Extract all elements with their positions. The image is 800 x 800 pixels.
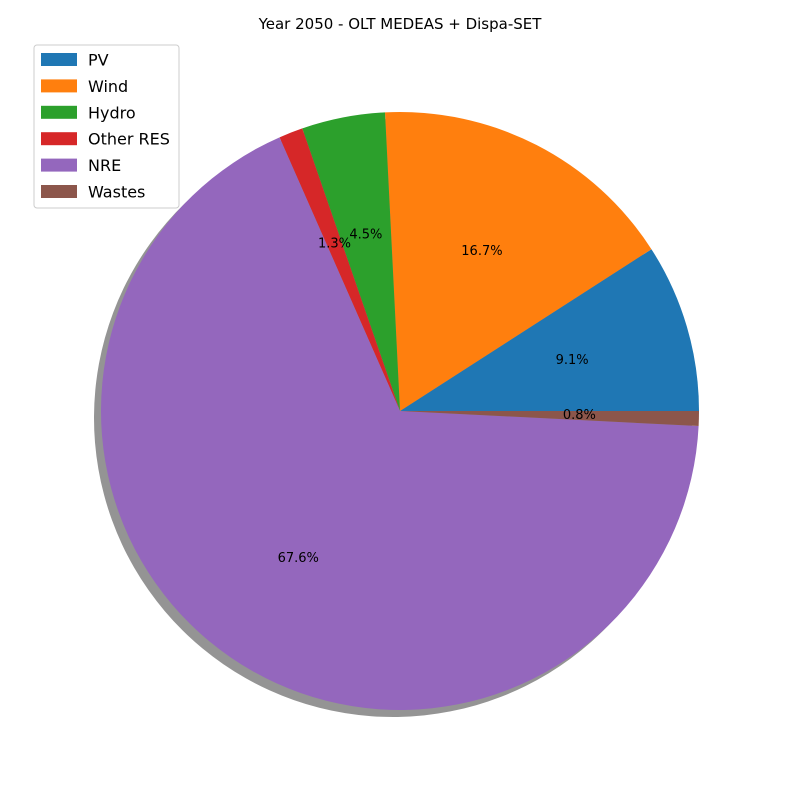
pie-slices bbox=[100, 112, 699, 710]
legend: PV Wind Hydro Other RES NRE Wastes bbox=[33, 44, 180, 209]
legend-swatch-pv bbox=[41, 53, 77, 66]
legend-swatch-nre bbox=[41, 158, 77, 172]
legend-label-wind: Wind bbox=[88, 77, 128, 96]
pie-slice-pv bbox=[400, 249, 699, 411]
pie-labels: 9.1% 16.7% 4.5%1.3% 67.6% 0.8% bbox=[278, 227, 596, 566]
legend-label-nre: NRE bbox=[88, 156, 121, 175]
pie-slice-nre bbox=[100, 137, 699, 710]
legend-swatch-wind bbox=[41, 79, 77, 93]
pie-slice-wind bbox=[384, 112, 652, 411]
legend-label-hydro: Hydro bbox=[88, 103, 136, 122]
pie-label-hydro: 4.5% bbox=[349, 227, 382, 242]
legend-swatch-wastes bbox=[41, 185, 77, 198]
legend-swatch-other-res bbox=[41, 132, 77, 146]
chart-title: Year 2050 - OLT MEDEAS + Dispa-SET bbox=[258, 15, 543, 33]
pie-slice-hydro bbox=[302, 112, 400, 411]
pie-label-nre: 67.6% bbox=[278, 551, 319, 566]
legend-label-other-res: Other RES bbox=[88, 130, 170, 149]
pie-label-pv: 9.1% bbox=[556, 353, 589, 368]
pie-label-other-res: 1.3% bbox=[318, 236, 351, 251]
pie-slice-other-res bbox=[279, 128, 400, 411]
legend-swatch-hydro bbox=[41, 105, 77, 119]
legend-label-wastes: Wastes bbox=[88, 183, 145, 202]
pie-label-wastes: 0.8% bbox=[563, 408, 596, 423]
legend-label-pv: PV bbox=[88, 51, 109, 70]
pie-slice-wastes bbox=[400, 411, 699, 427]
pie-label-wind: 16.7% bbox=[461, 244, 502, 259]
